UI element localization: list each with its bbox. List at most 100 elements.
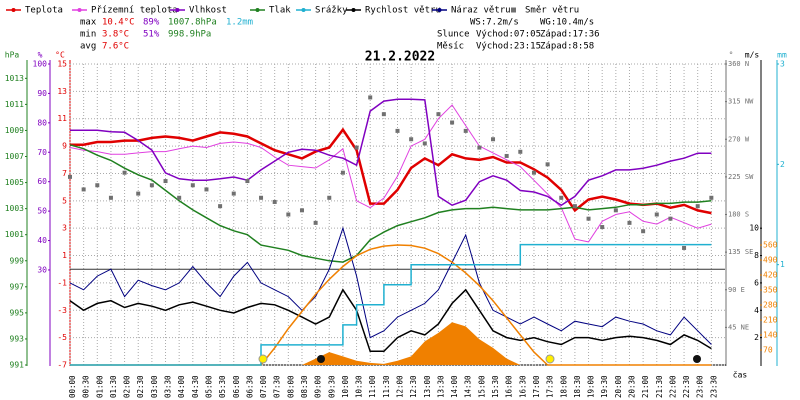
stat: 89% — [143, 18, 160, 28]
y-tick-label: 60 — [37, 177, 47, 186]
legend-marker — [255, 8, 260, 12]
x-tick-label: 20:00 — [614, 375, 623, 398]
y-tick-label: 30 — [37, 265, 47, 274]
direction-point — [682, 245, 687, 250]
legend-label: Teplota — [25, 6, 63, 16]
x-tick-label: 03:30 — [164, 375, 173, 398]
legend-label: Směr větru — [525, 6, 579, 16]
x-tick-label: 19:30 — [600, 375, 609, 398]
direction-point — [531, 170, 536, 175]
x-tick-label: 09:30 — [327, 375, 336, 398]
direction-point — [231, 191, 236, 196]
y-tick-label: 135 SE — [728, 248, 753, 256]
legend-label: Náraz větru — [451, 6, 511, 16]
y-tick-label: 1003 — [5, 204, 24, 213]
sunrise-icon — [258, 354, 268, 364]
x-tick-label: 14:00 — [450, 375, 459, 398]
y-tick-label: -7 — [57, 361, 67, 370]
direction-point — [627, 220, 632, 225]
direction-point — [177, 195, 182, 200]
y-tick-label: 360 N — [728, 60, 749, 68]
x-tick-label: 10:30 — [355, 375, 364, 398]
legend-marker — [301, 8, 306, 12]
direction-point — [95, 183, 100, 188]
y-tick-label: 1005 — [5, 178, 24, 187]
stat-label: Slunce — [437, 30, 470, 40]
y-tick-label: 991 — [10, 361, 25, 370]
direction-point — [586, 216, 591, 221]
x-tick-label: 18:00 — [559, 375, 568, 398]
y-tick-label: 315 NW — [728, 98, 754, 106]
y-tick-label: 2 — [754, 333, 759, 342]
x-tick-label: 13:30 — [436, 375, 445, 398]
y-tick-label: 50 — [37, 207, 47, 216]
y-tick-label: 90 E — [728, 286, 745, 294]
plot: 00:00 00:30 01:00 01:30 02:00 02:30 03:00 03:30… — [5, 51, 787, 399]
y-tick-label: 80 — [37, 118, 47, 127]
x-tick-label: 04:30 — [191, 375, 200, 398]
x-tick-label: 15:00 — [477, 375, 486, 398]
legend-marker — [511, 7, 516, 13]
direction-point — [136, 191, 141, 196]
stat: Východ:23:15 — [476, 42, 541, 52]
direction-point — [518, 149, 523, 154]
y-tick-label: 15 — [57, 60, 67, 69]
direction-point — [572, 204, 577, 209]
y-tick-label: 90 — [37, 89, 47, 98]
y-tick-label: 280 — [763, 301, 778, 310]
series-line — [69, 288, 712, 353]
stat: Východ:07:05 — [476, 30, 541, 40]
direction-point — [68, 174, 72, 179]
axis-title: ° — [729, 51, 734, 60]
direction-point — [422, 141, 427, 146]
x-tick-label: 01:30 — [109, 375, 118, 398]
direction-point — [409, 137, 414, 142]
y-tick-label: 1007 — [5, 152, 24, 161]
x-tick-label: 18:30 — [573, 375, 582, 398]
direction-point — [149, 183, 154, 188]
y-tick-label: 999 — [10, 256, 25, 265]
y-tick-label: 1011 — [5, 100, 24, 109]
x-tick-label: 09:00 — [314, 375, 323, 398]
y-tick-label: 6 — [754, 278, 759, 287]
stat-label: min — [80, 30, 96, 40]
x-tick-label: 15:30 — [491, 375, 500, 398]
y-tick-label: 180 S — [728, 211, 749, 219]
x-tick-label: 02:00 — [123, 375, 132, 398]
y-tick-label: 997 — [10, 282, 25, 291]
series-line — [69, 104, 712, 243]
stat: 1.2mm — [226, 18, 253, 28]
legend-marker — [77, 8, 82, 12]
y-tick-label: 993 — [10, 334, 25, 343]
direction-point — [218, 204, 223, 209]
x-tick-label: 11:30 — [382, 375, 391, 398]
direction-point — [245, 179, 250, 184]
stat: Západ:17:36 — [540, 30, 600, 40]
y-tick-label: 225 SW — [728, 173, 754, 181]
direction-point — [654, 212, 659, 217]
direction-point — [286, 212, 291, 217]
x-tick-label: 14:30 — [464, 375, 473, 398]
y-tick-label: 350 — [763, 286, 778, 295]
x-tick-label: 00:30 — [82, 375, 91, 398]
direction-point — [163, 179, 168, 184]
x-tick-label: 04:00 — [177, 375, 186, 398]
y-tick-label: 11 — [57, 114, 67, 123]
direction-point — [368, 95, 373, 100]
y-tick-label: 45 NE — [728, 323, 749, 331]
x-tick-label: 12:00 — [396, 375, 405, 398]
axis-title: mm — [777, 51, 787, 60]
chart-title: 21.2.2022 — [365, 50, 435, 65]
direction-point — [641, 229, 646, 234]
direction-point — [709, 195, 714, 200]
legend-label: Tlak — [269, 6, 291, 16]
y-tick-label: -3 — [57, 306, 67, 315]
x-tick-label: 17:00 — [532, 375, 541, 398]
stat: 998.9hPa — [168, 30, 211, 40]
y-tick-label: 100 — [33, 60, 48, 69]
y-tick-label: 5 — [62, 196, 67, 205]
x-tick-label: 02:30 — [136, 375, 145, 398]
y-tick-label: -1 — [57, 278, 67, 287]
x-tick-label: 16:30 — [518, 375, 527, 398]
y-tick-label: 1001 — [5, 230, 24, 239]
